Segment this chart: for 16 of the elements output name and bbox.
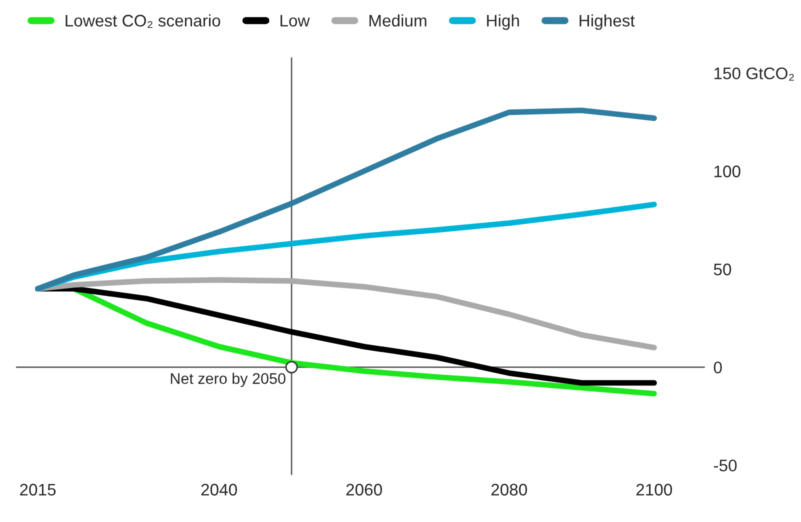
y-tick-label: 0 <box>714 362 722 374</box>
x-tick-label: 2080 <box>491 484 527 496</box>
y-tick-label: -50 <box>714 460 737 472</box>
x-tick-label: 2100 <box>636 484 672 496</box>
y-tick-label: 50 <box>714 264 732 276</box>
annotation: Net zero by 2050 <box>170 372 286 387</box>
legend-label: Highest <box>580 14 635 30</box>
x-tick-label: 2040 <box>201 484 237 496</box>
legend-label: High <box>487 14 519 30</box>
legend-label: Medium <box>369 14 426 27</box>
legend-label: Lowest CO₂ scenario <box>66 14 220 28</box>
x-tick-label: 2015 <box>20 484 56 496</box>
x-tick-label: 2060 <box>346 484 382 496</box>
y-tick-label: 150 GtCO₂ <box>714 68 794 81</box>
legend-label: Low <box>280 14 310 27</box>
y-tick-label: 100 <box>714 166 740 178</box>
